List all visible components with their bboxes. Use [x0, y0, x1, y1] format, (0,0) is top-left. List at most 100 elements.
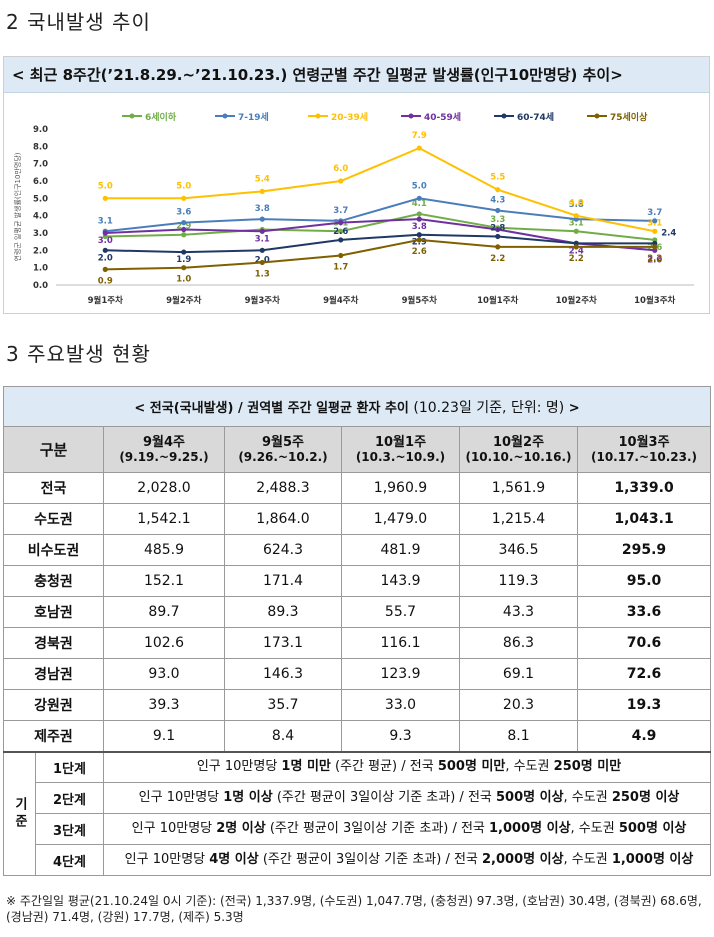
stage-description: 인구 10만명당 4명 이상 (주간 평균이 3일이상 기준 초과) / 전국 … [102, 844, 712, 876]
data-label: 3.1 [255, 234, 270, 244]
legend-entry: 20-39세 [331, 111, 368, 123]
data-label: 2.9 [176, 222, 191, 232]
data-label: 3.7 [647, 208, 662, 218]
cell-value: 19.3 [576, 689, 712, 721]
cell-value: 20.3 [459, 689, 578, 721]
data-label: 5.0 [176, 181, 191, 191]
data-point [102, 195, 108, 201]
data-label: 2.0 [647, 255, 662, 265]
data-point [338, 252, 344, 259]
cell-value: 72.6 [576, 658, 712, 690]
cell-value: 116.1 [341, 627, 460, 659]
stage-row: 2단계 인구 10만명당 1명 이상 (주간 평균이 3일이상 기준 초과) / … [4, 782, 712, 814]
cell-value: 1,561.9 [459, 472, 578, 504]
cell-value: 69.1 [459, 658, 578, 690]
table-row: 강원권 39.3 35.7 33.0 20.3 19.3 [3, 689, 712, 721]
cell-value: 43.3 [459, 596, 578, 628]
data-point [181, 265, 187, 271]
table-row: 호남권 89.7 89.3 55.7 43.3 33.6 [3, 596, 712, 628]
cell-value: 481.9 [341, 534, 460, 566]
cell-value: 55.7 [341, 596, 460, 628]
cell-value: 1,339.0 [576, 472, 712, 504]
data-point [259, 247, 265, 253]
cell-value: 1,864.0 [224, 503, 342, 535]
y-tick-label: 3.0 [33, 229, 48, 239]
cell-value: 89.7 [103, 596, 225, 628]
data-label: 3.6 [176, 208, 191, 218]
data-point [495, 207, 501, 214]
x-tick-label: 9월3주차 [245, 295, 280, 306]
data-label: 3.1 [647, 218, 662, 228]
series-5: 2.01.92.02.62.92.82.4 [98, 223, 677, 265]
data-label: 2.2 [569, 254, 584, 264]
series-line [105, 212, 655, 241]
y-tick-label: 9.0 [33, 125, 48, 135]
cell-value: 152.1 [103, 565, 225, 597]
data-point [259, 216, 265, 222]
row-label: 경북권 [3, 627, 104, 659]
legend-entry: 7-19세 [238, 111, 269, 123]
data-label: 5.4 [255, 174, 270, 184]
stage-label: 2단계 [35, 782, 104, 814]
chart-title: < 최근 8주간(’21.8.29.~’21.10.23.) 연령군별 주간 일… [4, 57, 709, 93]
table-row: 제주권 9.1 8.4 9.3 8.1 4.9 [3, 720, 712, 752]
data-point [181, 249, 187, 255]
row-label: 제주권 [3, 720, 104, 752]
data-point [181, 226, 187, 233]
data-label: 0.9 [98, 276, 113, 286]
y-axis-label: 연령군 일평균 발생률(인구10만명당) [13, 152, 22, 261]
data-point [495, 187, 501, 193]
cell-value: 171.4 [224, 565, 342, 597]
data-label: 1.9 [176, 255, 191, 265]
data-point [495, 226, 501, 233]
stage-row: 4단계 인구 10만명당 4명 이상 (주간 평균이 3일이상 기준 초과) / … [4, 844, 712, 876]
legend-marker [501, 113, 507, 119]
chart-panel: < 최근 8주간(’21.8.29.~’21.10.23.) 연령군별 주간 일… [3, 56, 710, 314]
data-label: 4.3 [490, 195, 505, 205]
data-point [573, 244, 579, 250]
series-line [105, 218, 655, 252]
data-point [573, 213, 579, 219]
data-label: 2.2 [647, 254, 662, 264]
header-week-2: 9월5주 (9.26.~10.2.) [224, 426, 342, 473]
legend-marker [222, 113, 228, 119]
data-label: 3.3 [490, 215, 505, 225]
data-point [416, 216, 422, 222]
data-label: 2.4 [661, 228, 676, 238]
cell-value: 2,028.0 [103, 472, 225, 504]
cell-value: 86.3 [459, 627, 578, 659]
series-2: 3.1 3.6 3.8 3.7 5.0 4.3 3.8 3.7 [98, 181, 662, 234]
series-line [105, 238, 655, 271]
stage-description: 인구 10만명당 1명 이상 (주간 평균이 3일이상 기준 초과) / 전국 … [102, 782, 712, 814]
section-3-title: 3 주요발생 현황 [6, 342, 151, 366]
cell-value: 1,043.1 [576, 503, 712, 535]
stage-row: 3단계 인구 10만명당 2명 이상 (주간 평균이 3일이상 기준 초과) / … [4, 813, 712, 845]
cell-value: 9.1 [103, 720, 225, 752]
data-label: 2.2 [490, 254, 505, 264]
stage-label: 1단계 [35, 750, 104, 783]
data-label: 1.7 [333, 263, 348, 273]
data-point [102, 247, 108, 253]
data-point [416, 195, 422, 201]
data-label: 7.9 [412, 131, 427, 141]
data-label: 3.8 [412, 222, 427, 232]
data-label: 3.8 [255, 204, 270, 214]
cell-value: 119.3 [459, 565, 578, 597]
legend-marker [408, 113, 414, 119]
series-line [105, 146, 655, 233]
cell-value: 8.1 [459, 720, 578, 752]
cell-value: 1,542.1 [103, 503, 225, 535]
cell-value: 89.3 [224, 596, 342, 628]
data-label: 2.9 [412, 238, 427, 248]
data-label: 5.0 [98, 181, 113, 191]
data-label: 3.7 [333, 206, 348, 216]
x-tick-label: 9월1주차 [88, 295, 123, 306]
data-point [652, 244, 658, 250]
data-label: 5.0 [412, 181, 427, 191]
y-tick-label: 0.0 [33, 281, 48, 291]
cell-value: 295.9 [576, 534, 712, 566]
row-label: 경남권 [3, 658, 104, 690]
y-tick-label: 1.0 [33, 264, 48, 274]
cell-value: 39.3 [103, 689, 225, 721]
cell-value: 102.6 [103, 627, 225, 659]
